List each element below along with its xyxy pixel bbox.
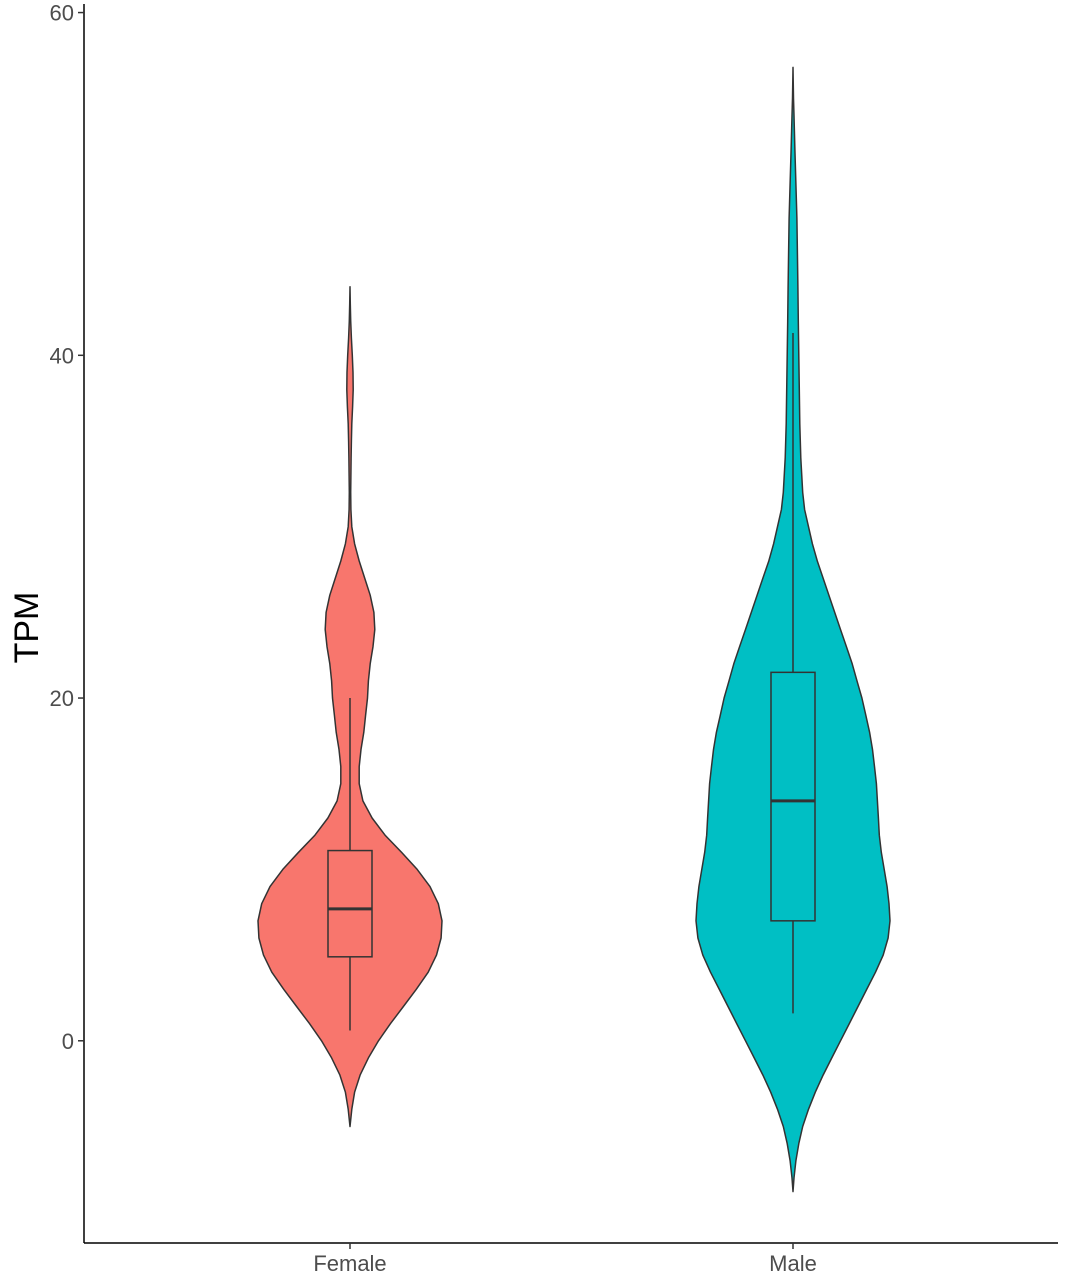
box-female: [327, 849, 373, 958]
axes-layer: [83, 4, 1058, 1244]
y-tick-label: 40: [50, 343, 74, 368]
x-tick-label: Male: [769, 1251, 817, 1276]
violins-layer: [257, 66, 891, 1193]
y-tick-label: 20: [50, 686, 74, 711]
y-ticks: 0 20 40 60: [50, 1, 84, 1054]
y-axis-title: TPM: [8, 592, 46, 664]
boxplots-layer: [327, 333, 816, 1031]
y-tick-label: 0: [62, 1029, 74, 1054]
x-ticks: Female Male: [313, 1243, 817, 1276]
box-male: [770, 671, 816, 922]
y-tick-label: 60: [50, 1, 74, 26]
x-tick-label: Female: [313, 1251, 386, 1276]
